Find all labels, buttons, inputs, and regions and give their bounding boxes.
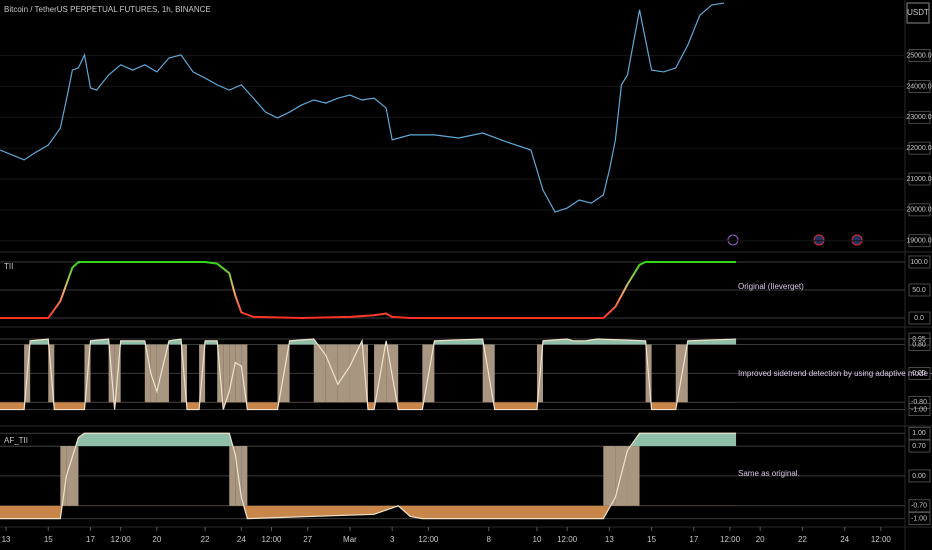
side-band	[337, 344, 350, 403]
x-tick-label: 15	[647, 535, 656, 544]
y-tick-label: 50.0	[912, 287, 926, 294]
tick-box	[908, 49, 931, 62]
x-tick-label: 20	[756, 535, 765, 544]
tick-box	[908, 469, 931, 483]
side-band	[156, 344, 169, 403]
pane-title: TII	[4, 262, 13, 271]
side-band	[627, 446, 640, 506]
y-tick-label: -0.80	[911, 399, 927, 406]
side-band	[223, 344, 230, 403]
side-band	[235, 344, 242, 403]
x-tick-label: 8	[486, 535, 491, 544]
y-tick-label: -1.00	[911, 515, 927, 522]
series-line	[0, 432, 737, 520]
x-tick-label: 12:00	[720, 535, 741, 544]
tick-box	[908, 80, 931, 93]
side-band	[325, 344, 338, 403]
side-band	[241, 344, 248, 403]
tick-box	[908, 255, 931, 269]
pane-annotation: Same as original.	[738, 469, 800, 478]
x-tick-label: 3	[390, 535, 395, 544]
series-line	[0, 338, 737, 411]
y-tick-label: 23000.0	[906, 114, 931, 121]
tick-box	[908, 395, 931, 409]
pane-annotation: Improved sidetrend detection by using ad…	[738, 369, 932, 378]
x-tick-label: 12:00	[418, 535, 439, 544]
y-tick-label: 1.00	[912, 430, 926, 437]
pane-annotation: Original (Ileverget)	[738, 282, 804, 291]
side-band	[241, 446, 248, 506]
y-tick-label: 19000.0	[906, 238, 931, 245]
side-band	[66, 446, 79, 506]
y-tick-label: 0.00	[912, 370, 926, 377]
x-tick-label: 12:00	[261, 535, 282, 544]
x-tick-label: 24	[237, 535, 246, 544]
x-tick-label: 12:00	[871, 535, 892, 544]
tick-box	[908, 426, 931, 440]
tick-box	[908, 234, 931, 248]
side-band	[229, 344, 236, 403]
x-tick-label: 12:00	[557, 535, 578, 544]
event-icon[interactable]	[851, 234, 863, 246]
y-tick-label: 0.95	[912, 336, 926, 343]
tick-box	[908, 499, 931, 513]
tick-box	[908, 203, 931, 217]
series-line	[0, 2, 725, 213]
side-band	[144, 344, 151, 403]
y-tick-label: 21000.0	[906, 176, 931, 183]
side-band	[60, 446, 67, 506]
tick-box	[908, 338, 931, 351]
x-tick-label: 20	[152, 535, 161, 544]
y-tick-label: 100.0	[910, 259, 928, 266]
tick-box	[908, 283, 931, 297]
y-tick-label: 20000.0	[906, 207, 931, 214]
x-tick-label: 17	[689, 535, 698, 544]
trend-fill	[0, 505, 737, 519]
trend-fill	[29, 339, 737, 345]
side-band	[150, 344, 157, 403]
tick-box	[908, 512, 931, 525]
tick-box	[908, 403, 931, 416]
x-tick-label: 22	[798, 535, 807, 544]
tick-box	[908, 110, 931, 124]
tick-box	[908, 367, 931, 380]
side-band	[313, 344, 326, 403]
y-tick-label: 0.0	[914, 315, 924, 322]
x-tick-label: 17	[86, 535, 95, 544]
x-tick-label: Mar	[343, 535, 357, 544]
trend-fill	[75, 433, 737, 447]
x-tick-label: 10	[533, 535, 542, 544]
event-icon[interactable]	[813, 234, 825, 246]
y-tick-label: -0.70	[911, 503, 927, 510]
side-band	[603, 446, 616, 506]
tick-box	[908, 172, 931, 186]
y-tick-label: 0.00	[912, 473, 926, 480]
x-tick-label: 13	[605, 535, 614, 544]
x-tick-label: 15	[44, 535, 53, 544]
tick-box	[908, 311, 931, 325]
y-tick-label: -1.00	[911, 406, 927, 413]
event-icon[interactable]	[727, 234, 739, 246]
x-tick-label: 13	[2, 535, 11, 544]
y-tick-label: 25000.0	[906, 52, 931, 59]
x-tick-label: 27	[303, 535, 312, 544]
tick-box	[908, 439, 931, 453]
y-tick-label: 24000.0	[906, 83, 931, 90]
pane-title: AF_TII	[4, 436, 28, 445]
currency: USDT	[907, 8, 929, 17]
x-tick-label: 12:00	[111, 535, 132, 544]
side-band	[229, 446, 236, 506]
x-tick-label: 24	[840, 535, 849, 544]
currency-box	[906, 2, 930, 24]
chart-title: Bitcoin / TetherUS PERPETUAL FUTURES, 1h…	[4, 5, 211, 14]
y-tick-label: 22000.0	[906, 145, 931, 152]
y-tick-label: 0.70	[912, 443, 926, 450]
series-line	[0, 261, 737, 320]
x-tick-label: 22	[201, 535, 210, 544]
y-tick-label: 0.80	[912, 341, 926, 348]
tick-box	[908, 141, 931, 155]
